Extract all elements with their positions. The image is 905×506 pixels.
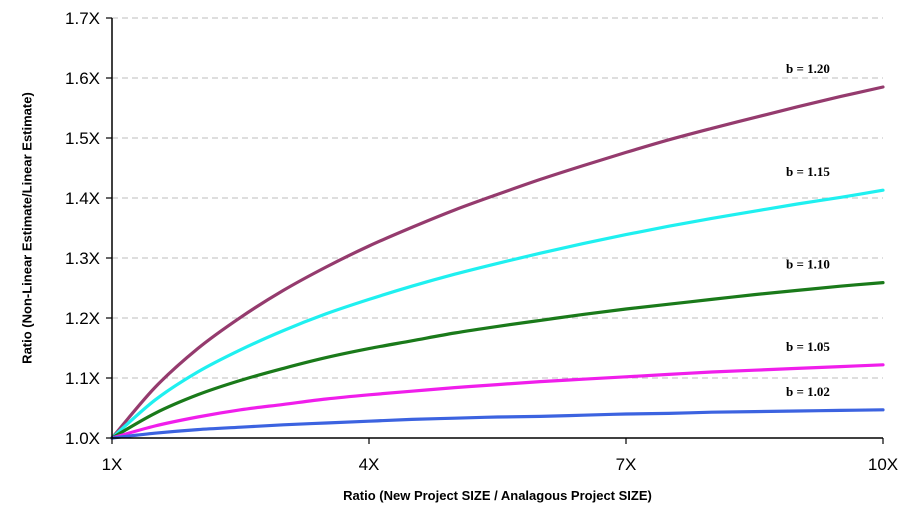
x-axis-title: Ratio (New Project SIZE / Analagous Proj… [343, 488, 652, 503]
y-tick-label: 1.5X [65, 129, 100, 148]
series-lines [110, 85, 885, 440]
y-tick-label: 1.2X [65, 309, 100, 328]
series-line [110, 281, 885, 440]
series-label: b = 1.20 [786, 61, 830, 76]
x-tick-label: 10X [868, 455, 898, 474]
series-label: b = 1.05 [786, 339, 830, 354]
series-line [110, 85, 885, 440]
y-tick-label: 1.3X [65, 249, 100, 268]
x-tick-label: 4X [359, 455, 380, 474]
series-label: b = 1.10 [786, 257, 830, 272]
series-line [110, 363, 885, 440]
tick-labels: 1.0X 1.1X 1.2X 1.3X 1.4X 1.5X 1.6X 1.7X 1X 4X 7X 10… [65, 9, 898, 474]
y-tick-label: 1.4X [65, 189, 100, 208]
series-labels: b = 1.20 b = 1.15 b = 1.10 b = 1.05 b = 1.02 [786, 61, 830, 399]
y-tick-label: 1.7X [65, 9, 100, 28]
x-tick-label: 7X [616, 455, 637, 474]
series-label: b = 1.02 [786, 384, 830, 399]
y-axis-title: Ratio (Non-Linear Estimate/Linear Estima… [20, 92, 35, 364]
y-tick-label: 1.1X [65, 369, 100, 388]
gridlines [112, 17, 883, 379]
x-tick-label: 1X [102, 455, 123, 474]
series-line [110, 188, 885, 440]
axes [111, 18, 883, 439]
series-label: b = 1.15 [786, 164, 830, 179]
series-line [110, 408, 885, 440]
y-tick-label: 1.6X [65, 69, 100, 88]
y-tick-label: 1.0X [65, 429, 100, 448]
